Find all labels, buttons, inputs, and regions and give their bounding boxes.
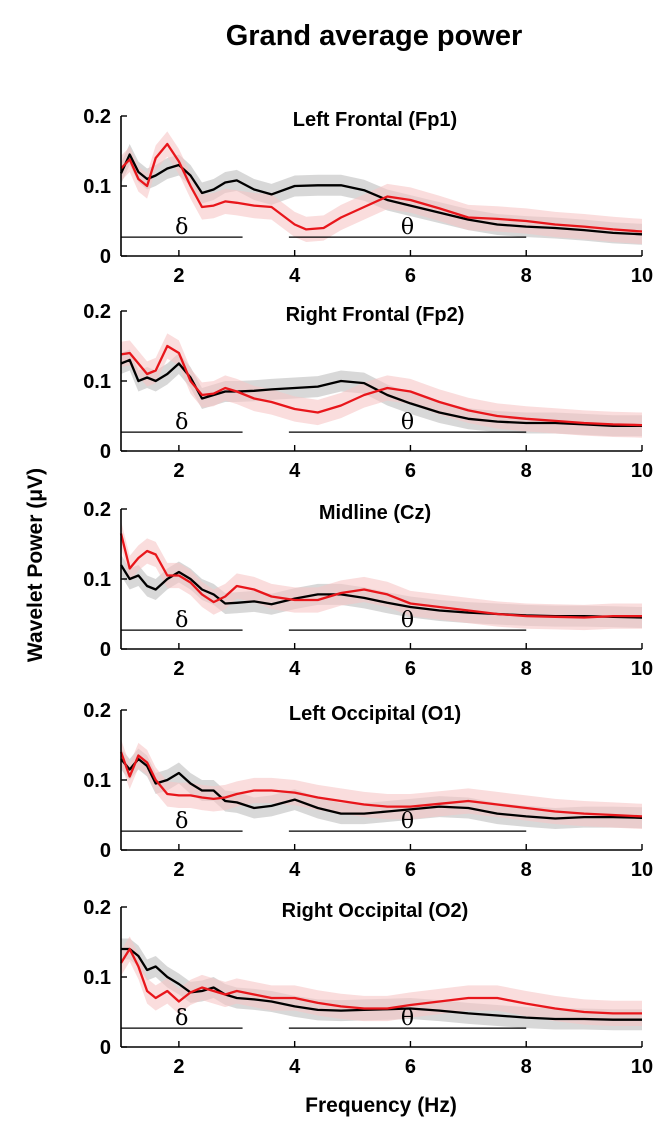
panel-title: Midline (Cz) [319,502,431,524]
x-tick-label: 8 [521,1056,532,1078]
series-2-error-band [121,520,642,631]
x-tick-label: 4 [289,658,301,680]
x-tick-label: 10 [631,658,653,680]
band-label-1: δ [175,215,188,240]
y-tick-label: 0.1 [83,967,111,989]
x-tick-label: 4 [289,460,301,482]
y-tick-label: 0.1 [83,371,111,393]
y-tick-label: 0.1 [83,176,111,198]
band-label-1: δ [175,410,188,435]
panel-3: δ θ 0 0.1 0.2 2 4 6 8 10 Midline (Cz) [83,499,653,680]
series-2-line [120,344,643,427]
band-label-2: θ [401,1006,414,1031]
series-2-error-band [121,333,642,438]
series-2-error-band [121,936,642,1026]
x-tick-label: 8 [521,265,532,287]
x-tick-label: 10 [631,1056,653,1078]
band-label-2: θ [401,215,414,240]
x-tick-label: 6 [405,460,416,482]
y-tick-label: 0.2 [83,301,111,323]
x-tick-label: 4 [289,859,301,881]
panel-4: δ θ 0 0.1 0.2 2 4 6 8 10 Left Occipital (O1) [83,700,653,881]
series-1-line [119,153,643,236]
x-tick-label: 6 [405,265,416,287]
series-1-line [121,947,642,1021]
x-tick-label: 4 [289,1056,301,1078]
panel-2: δ θ 0 0.1 0.2 2 4 6 8 10 Right Frontal (Fp2) [83,301,653,482]
band-label-1: δ [175,1006,188,1031]
y-tick-label: 0.2 [83,499,111,521]
panel-title: Left Occipital (O1) [289,703,461,725]
band-label-1: δ [175,809,188,834]
band-label-1: δ [175,608,188,633]
x-tick-label: 8 [521,658,532,680]
y-tick-label: 0 [100,840,111,862]
x-tick-label: 2 [173,658,184,680]
y-axis-label: Wavelet Power (μV) [24,468,47,662]
y-tick-label: 0.1 [83,770,111,792]
series-2-line [119,533,642,619]
panel-1: δ θ 0 0.1 0.2 2 4 6 8 10 Left Frontal (Fp1) [83,106,653,287]
x-tick-label: 6 [405,859,416,881]
x-axis-label: Frequency (Hz) [305,1094,457,1117]
panel-title: Left Frontal (Fp1) [293,109,457,131]
x-tick-label: 4 [289,265,301,287]
panel-5: δ θ 0 0.1 0.2 2 4 6 8 10 Right Occipital (O2) [83,897,653,1078]
band-label-2: θ [401,410,414,435]
x-tick-label: 2 [173,859,184,881]
x-tick-label: 2 [173,1056,184,1078]
band-label-2: θ [401,608,414,633]
x-tick-label: 10 [631,859,653,881]
x-tick-label: 10 [631,265,653,287]
series-2-line [119,751,643,818]
y-tick-label: 0.2 [83,106,111,128]
series-1-line [120,358,642,427]
y-tick-label: 0.1 [83,569,111,591]
y-tick-label: 0 [100,639,111,661]
y-tick-label: 0.2 [83,700,111,722]
y-tick-label: 0 [100,246,111,268]
x-tick-label: 8 [521,859,532,881]
panel-title: Right Frontal (Fp2) [286,304,465,326]
x-tick-label: 10 [631,460,653,482]
series-2-line [120,947,642,1015]
panels-group: δ θ 0 0.1 0.2 2 4 6 8 10 Left Frontal (Fp1) δ θ 0 0.1 0… [83,106,653,1078]
y-tick-label: 0 [100,441,111,463]
band-label-2: θ [401,809,414,834]
x-tick-label: 2 [173,460,184,482]
y-tick-label: 0 [100,1037,111,1059]
y-tick-label: 0.2 [83,897,111,919]
series-1-line [120,757,643,820]
x-tick-label: 8 [521,460,532,482]
series-2-line [120,142,643,233]
series-2-error-band [121,131,642,245]
panel-title: Right Occipital (O2) [282,900,469,922]
x-tick-label: 6 [405,1056,416,1078]
chart-title: Grand average power [226,20,523,52]
x-tick-label: 2 [173,265,184,287]
x-tick-label: 6 [405,658,416,680]
